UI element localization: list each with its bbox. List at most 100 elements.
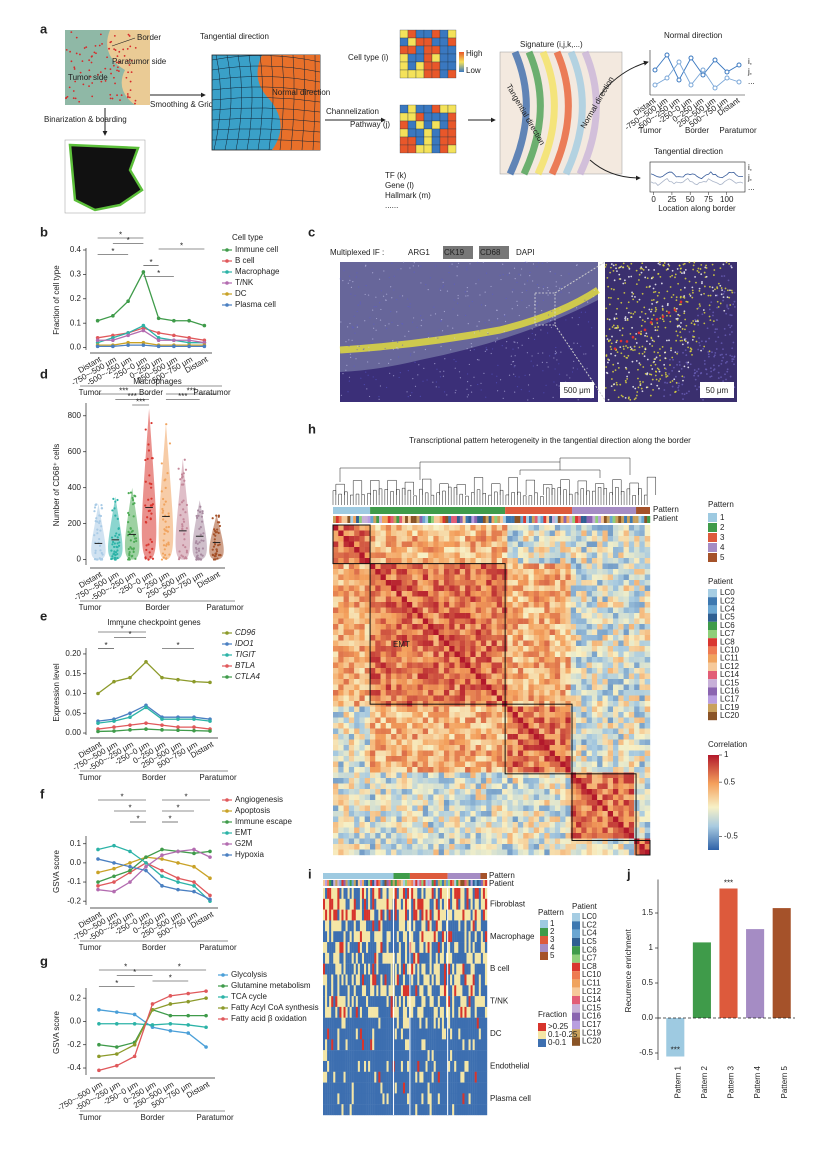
heatmap-cell xyxy=(533,536,540,542)
heatmap-cell xyxy=(512,596,519,603)
heatmap-cell xyxy=(369,783,376,790)
heatmap-cell xyxy=(348,772,355,779)
legend-label: T/NK xyxy=(235,278,254,287)
texture-dot xyxy=(656,322,659,324)
heatmap-cell xyxy=(465,761,471,768)
series-point xyxy=(168,1013,173,1018)
sig-label: *** xyxy=(136,398,145,407)
texture-dot xyxy=(416,326,418,328)
texture-dot xyxy=(697,374,700,377)
heatmap-cell xyxy=(428,646,434,652)
heatmap-cell xyxy=(528,822,534,828)
cell-dot xyxy=(109,68,112,71)
series-point xyxy=(208,719,212,723)
heatmap-cell xyxy=(454,811,460,817)
jitter-dot xyxy=(196,542,199,545)
heatmap-cell xyxy=(380,772,387,779)
heatmap-cell xyxy=(491,613,497,619)
heatmap-cell xyxy=(428,541,434,548)
texture-dot xyxy=(432,381,434,383)
texture-dot xyxy=(517,347,519,349)
heatmap-cell xyxy=(475,723,482,729)
heatmap-cell xyxy=(417,525,424,531)
jitter-dot xyxy=(132,534,136,537)
texture-dot xyxy=(384,325,386,327)
heatmap-cell xyxy=(401,734,408,740)
heatmap-cell xyxy=(470,684,476,691)
heatmap-cell xyxy=(554,651,561,658)
heatmap-cell xyxy=(533,624,540,630)
heatmap-cell xyxy=(391,844,397,850)
heatmap-cell xyxy=(422,613,429,619)
heatmap-cell xyxy=(343,690,350,696)
jitter-dot xyxy=(218,524,222,528)
heatmap-cell xyxy=(433,794,439,801)
heatmap-cell xyxy=(459,849,466,856)
heatmap-cell xyxy=(533,761,540,768)
texture-dot xyxy=(580,311,582,313)
zoom-line xyxy=(554,261,606,294)
heatmap-cell xyxy=(496,574,503,581)
heatmap-cell xyxy=(354,789,360,795)
heatmap-cell xyxy=(412,679,418,685)
heatmap-cell xyxy=(359,640,365,647)
texture-dot xyxy=(469,349,471,351)
heatmap-cell xyxy=(507,662,513,669)
texture-dot xyxy=(576,307,578,309)
heatmap-cell xyxy=(391,596,397,603)
heatmap-cell xyxy=(459,706,466,713)
heatmap-cell xyxy=(333,679,339,685)
heatmap-cell xyxy=(428,695,434,702)
texture-dot xyxy=(484,305,487,307)
panel-label: c xyxy=(308,224,315,239)
heatmap-cell xyxy=(512,838,519,845)
heatmap-cell xyxy=(470,563,476,570)
texture-dot xyxy=(717,282,720,285)
heatmap-cell xyxy=(459,684,466,691)
heatmap-cell xyxy=(443,673,450,680)
heatmap-cell xyxy=(449,569,455,575)
heatmap-cell xyxy=(560,624,566,630)
jitter-dot xyxy=(195,514,198,518)
heatmap-cell xyxy=(438,547,445,553)
heatmap-cell xyxy=(480,547,487,553)
heatmap-cell xyxy=(380,552,387,559)
heatmap-cell xyxy=(554,580,561,586)
series-point xyxy=(186,1023,191,1027)
heatmap-cell xyxy=(502,800,508,806)
sig-label: * xyxy=(133,968,136,977)
heatmap-cell xyxy=(565,690,571,696)
texture-dot xyxy=(610,263,613,265)
heatmap-cell xyxy=(401,745,408,751)
heatmap-cell xyxy=(539,662,545,669)
mini-heat-cell xyxy=(407,112,417,122)
heatmap-cell xyxy=(428,536,434,542)
texture-dot xyxy=(448,265,451,268)
texture-dot xyxy=(662,264,665,266)
series-point xyxy=(176,849,180,854)
heatmap-cell xyxy=(438,811,445,817)
heatmap-cell xyxy=(343,646,350,652)
series-point xyxy=(168,1028,173,1033)
texture-dot xyxy=(621,334,624,337)
texture-dot xyxy=(477,279,480,281)
texture-dot xyxy=(622,266,625,269)
heatmap-cell xyxy=(333,816,339,823)
heatmap-cell xyxy=(523,530,529,537)
heatmap-cell xyxy=(517,530,524,537)
heatmap-cell xyxy=(465,772,471,779)
heatmap-cell xyxy=(454,767,460,773)
heatmap-cell xyxy=(417,662,424,669)
texture-dot xyxy=(378,278,381,280)
texture-dot xyxy=(665,339,668,342)
texture-dot xyxy=(441,318,443,321)
cell-dot xyxy=(134,102,136,105)
heatmap-cell xyxy=(533,717,540,724)
heatmap-cell xyxy=(354,745,360,751)
heatmap-cell xyxy=(496,717,503,724)
legend-marker xyxy=(225,292,229,296)
texture-dot xyxy=(699,372,702,375)
heatmap-cell xyxy=(380,778,387,784)
heatmap-cell xyxy=(465,558,471,564)
heatmap-cell xyxy=(454,558,460,564)
